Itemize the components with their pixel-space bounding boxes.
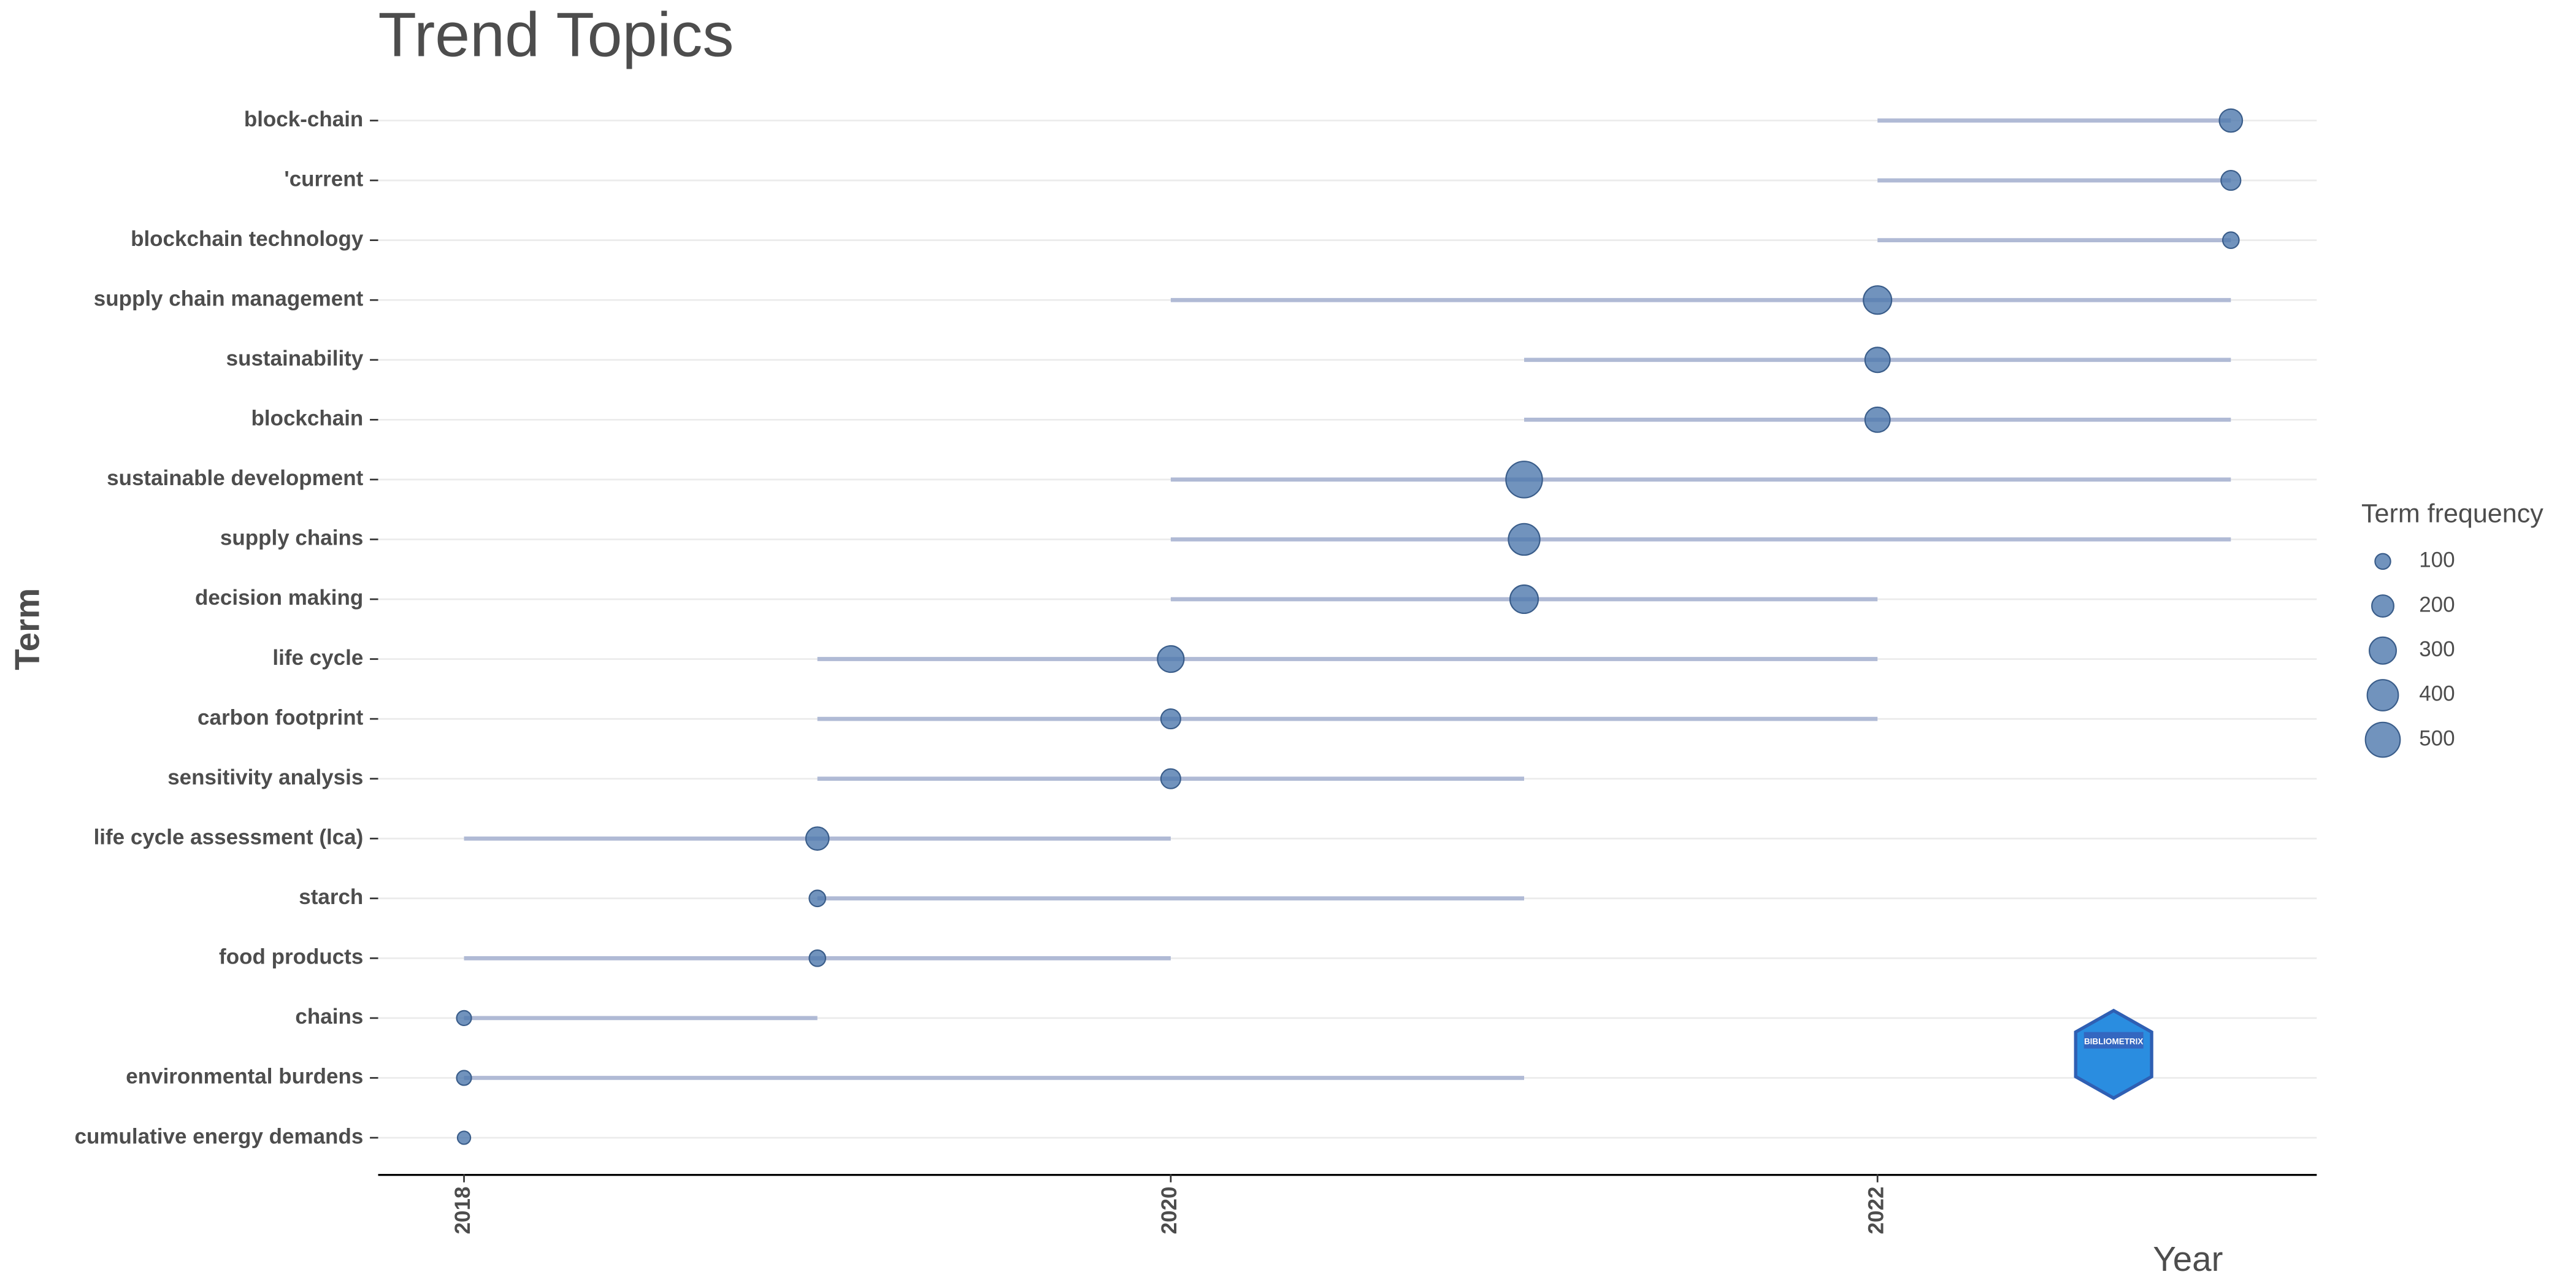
term-point xyxy=(1509,584,1539,615)
legend-label: 100 xyxy=(2419,548,2455,572)
term-point xyxy=(808,949,827,967)
y-tick-label: supply chains xyxy=(220,526,363,550)
x-tick-label: 2022 xyxy=(1864,1187,1888,1235)
term-point xyxy=(1508,523,1541,556)
legend-key xyxy=(2364,721,2401,758)
term-point xyxy=(1863,285,1893,315)
y-tick-label: blockchain xyxy=(251,407,363,431)
legend-label: 500 xyxy=(2419,726,2455,750)
y-tick-label: sustainable development xyxy=(107,466,364,490)
legend-key xyxy=(2371,594,2394,618)
y-tick-label: block-chain xyxy=(244,107,363,131)
legend-key xyxy=(2369,636,2397,665)
term-point xyxy=(2221,231,2240,249)
y-tick-label: carbon footprint xyxy=(197,705,364,729)
y-tick-label: 'current xyxy=(284,167,363,191)
term-point xyxy=(456,1010,472,1026)
logo: BIBLIOMETRIX xyxy=(2074,1008,2153,1100)
legend-label: 200 xyxy=(2419,592,2455,616)
term-point xyxy=(1864,347,1891,374)
y-tick-label: starch xyxy=(299,885,363,909)
y-tick-label: decision making xyxy=(195,586,363,610)
y-tick-label: sensitivity analysis xyxy=(167,765,363,789)
y-tick-label: cumulative energy demands xyxy=(75,1124,364,1148)
y-tick-label: blockchain technology xyxy=(131,227,364,251)
term-point xyxy=(808,889,827,908)
term-point xyxy=(805,826,830,851)
term-point xyxy=(2218,108,2244,133)
legend-key xyxy=(2366,679,2399,711)
y-axis-label: Term xyxy=(7,588,46,670)
y-tick-label: life cycle assessment (lca) xyxy=(94,825,364,849)
legend-key xyxy=(2374,553,2391,570)
y-tick-label: food products xyxy=(219,945,363,969)
x-tick-label: 2020 xyxy=(1157,1187,1181,1235)
term-point xyxy=(1160,768,1181,789)
term-point xyxy=(1505,461,1543,499)
chart-title: Trend Topics xyxy=(378,0,734,70)
x-tick-label: 2018 xyxy=(451,1187,475,1235)
legend-label: 300 xyxy=(2419,637,2455,661)
term-point xyxy=(456,1130,472,1145)
legend-label: 400 xyxy=(2419,682,2455,706)
logo-hexagon xyxy=(2074,1008,2153,1100)
term-point xyxy=(1864,406,1891,433)
term-point xyxy=(2220,170,2242,191)
y-tick-label: supply chain management xyxy=(94,286,364,310)
y-tick-label: chains xyxy=(295,1005,363,1029)
x-axis-label: Year xyxy=(2153,1240,2223,1278)
y-tick-label: sustainability xyxy=(226,347,364,370)
logo-text: BIBLIOMETRIX xyxy=(2084,1037,2143,1046)
term-point xyxy=(456,1070,472,1086)
y-tick-label: environmental burdens xyxy=(126,1065,363,1089)
y-tick-label: life cycle xyxy=(272,646,363,670)
term-point xyxy=(1160,708,1181,730)
term-point xyxy=(1157,645,1185,673)
logo-band xyxy=(2083,1032,2144,1049)
legend-title: Term frequency xyxy=(2361,499,2543,528)
